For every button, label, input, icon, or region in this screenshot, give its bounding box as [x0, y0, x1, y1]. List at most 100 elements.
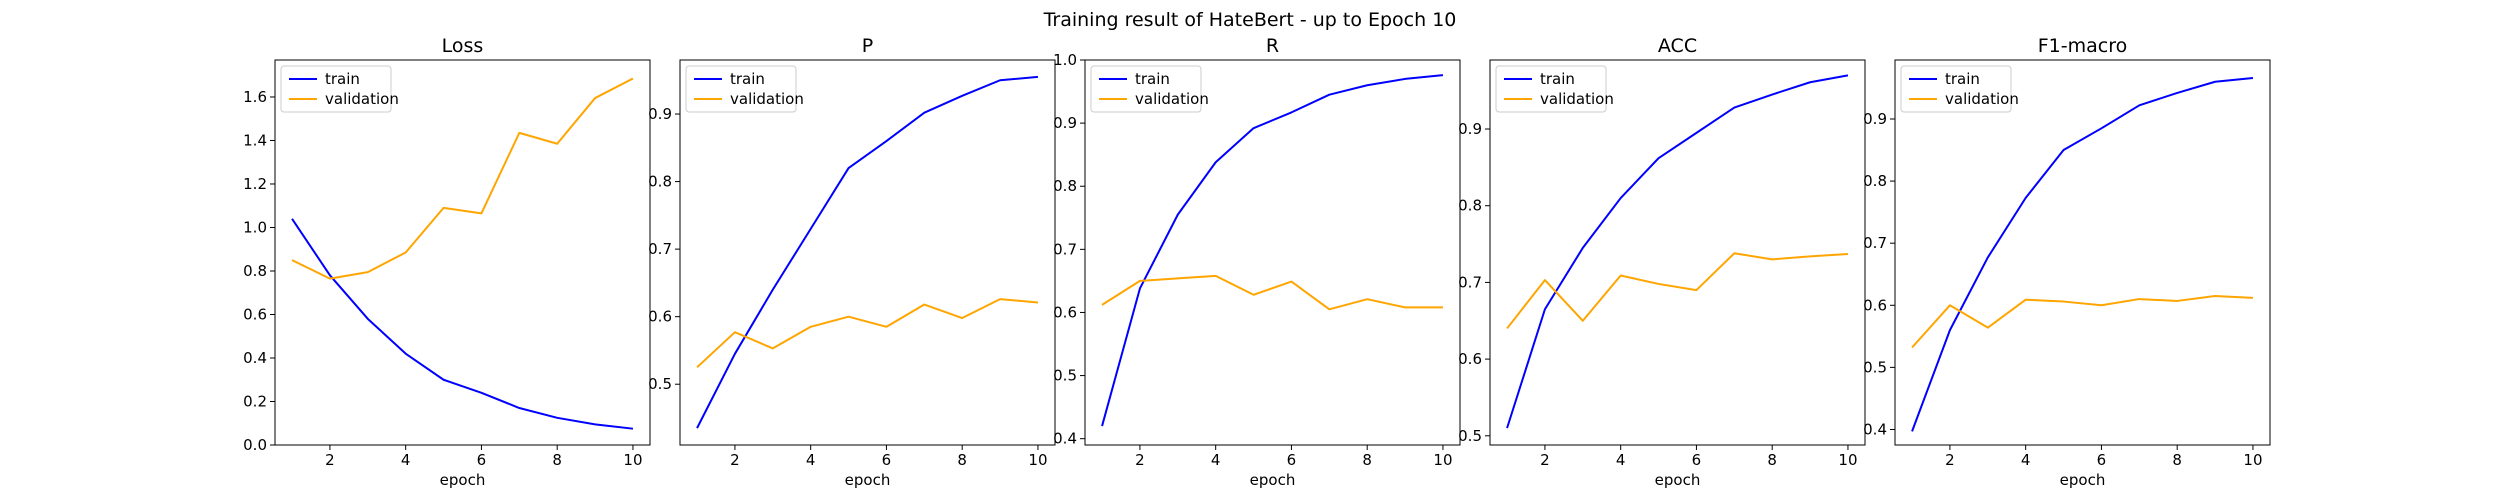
x-tick-label: 8: [1767, 451, 1777, 469]
x-tick-label: 8: [1362, 451, 1372, 469]
x-tick-label: 4: [2021, 451, 2031, 469]
x-tick-label: 10: [1838, 451, 1857, 469]
y-tick-label: 0.7: [1053, 240, 1077, 258]
series-line-validation: [1101, 274, 1443, 311]
series-line-validation: [291, 77, 634, 280]
subplot-2: P 2 4 6 8 10 epoch 0.5 0.6 0.7 0.8 0.9 train validati…: [648, 35, 1056, 489]
subplot-4: ACC 2 4 6 8 10 epoch 0.5 0.6 0.7 0.8 0.9 train valida…: [1458, 35, 1866, 489]
legend-label-validation: validation: [1135, 90, 1209, 108]
y-tick-label: 1.6: [243, 88, 267, 106]
series-line-train: [696, 75, 1039, 429]
legend: train validation: [1090, 65, 1209, 113]
y-tick-label: 0.2: [243, 392, 267, 410]
subplot-title: R: [1266, 35, 1279, 57]
y-tick-label: 0.8: [1458, 197, 1482, 215]
subplot-3: R 2 4 6 8 10 epoch 0.4 0.5 0.6 0.7 0.8 0.9 1.0 train va…: [1053, 35, 1461, 489]
y-tick-label: 0.8: [1863, 172, 1887, 190]
x-tick-label: 4: [806, 451, 816, 469]
legend: train validation: [1900, 65, 2019, 113]
x-tick-label: 2: [325, 451, 335, 469]
subplot-title: ACC: [1658, 35, 1697, 57]
legend-label-train: train: [325, 70, 360, 88]
legend: train validation: [280, 65, 399, 113]
y-tick-label: 1.2: [243, 175, 267, 193]
legend-box: [280, 65, 392, 113]
y-tick-label: 0.5: [1863, 358, 1887, 376]
x-tick-label: 10: [1433, 451, 1452, 469]
legend-label-train: train: [1945, 70, 1980, 88]
subplot-title: F1-macro: [2038, 35, 2128, 57]
y-tick-label: 0.0: [243, 436, 267, 454]
y-tick-label: 0.8: [243, 262, 267, 280]
legend-label-train: train: [730, 70, 765, 88]
y-tick-label: 0.9: [648, 105, 672, 123]
x-tick-label: 6: [1287, 451, 1297, 469]
legend-label-train: train: [1135, 70, 1170, 88]
series-line-validation: [1911, 294, 2253, 349]
legend-label-train: train: [1540, 70, 1575, 88]
x-tick-label: 8: [957, 451, 967, 469]
y-tick-label: 0.5: [1053, 367, 1077, 385]
series-line-validation: [1506, 252, 1849, 330]
x-tick-label: 2: [1135, 451, 1145, 469]
legend-label-validation: validation: [1945, 90, 2019, 108]
series-line-train: [1506, 74, 1849, 429]
plot-frame: [1894, 59, 2271, 446]
legend-label-validation: validation: [325, 90, 399, 108]
x-tick-label: 10: [2243, 451, 2262, 469]
x-tick-label: 6: [477, 451, 487, 469]
y-tick-label: 0.6: [1863, 296, 1887, 314]
x-axis-label: epoch: [2060, 471, 2106, 489]
x-tick-label: 8: [2172, 451, 2182, 469]
y-tick-label: 0.9: [1458, 120, 1482, 138]
legend-box: [1900, 65, 2012, 113]
y-tick-label: 0.9: [1863, 110, 1887, 128]
figure-suptitle: Training result of HateBert - up to Epoc…: [1043, 9, 1457, 31]
y-tick-label: 0.6: [243, 305, 267, 323]
series-line-train: [1911, 77, 2254, 432]
y-tick-label: 0.5: [648, 375, 672, 393]
y-tick-label: 1.0: [1053, 51, 1077, 69]
subplot-title: P: [862, 35, 873, 57]
x-tick-label: 4: [401, 451, 411, 469]
legend-label-validation: validation: [730, 90, 804, 108]
y-tick-label: 1.4: [243, 131, 267, 149]
y-tick-label: 0.6: [648, 308, 672, 326]
plot-frame: [1489, 59, 1866, 446]
x-tick-label: 6: [882, 451, 892, 469]
x-tick-label: 4: [1616, 451, 1626, 469]
subplot-1: Loss 2 4 6 8 10 epoch 0.0 0.2 0.4 0.6 0.8 1.0 1.2 1.4 1…: [243, 35, 651, 489]
legend-box: [1090, 65, 1202, 113]
y-tick-label: 0.7: [1458, 273, 1482, 291]
y-tick-label: 0.8: [1053, 177, 1077, 195]
series-line-train: [1101, 74, 1444, 427]
y-tick-label: 0.7: [1863, 234, 1887, 252]
x-tick-label: 6: [2097, 451, 2107, 469]
y-tick-label: 0.9: [1053, 114, 1077, 132]
legend: train validation: [1495, 65, 1614, 113]
x-tick-label: 6: [1692, 451, 1702, 469]
y-tick-label: 0.5: [1458, 427, 1482, 445]
x-tick-label: 2: [1945, 451, 1955, 469]
y-tick-label: 1.0: [243, 218, 267, 236]
y-tick-label: 0.4: [1053, 430, 1077, 448]
x-axis-label: epoch: [1250, 471, 1296, 489]
x-tick-label: 4: [1211, 451, 1221, 469]
subplot-5: F1-macro 2 4 6 8 10 epoch 0.4 0.5 0.6 0.7 0.8 0.9 tra…: [1863, 35, 2271, 489]
x-tick-label: 2: [1540, 451, 1550, 469]
subplot-title: Loss: [442, 35, 484, 57]
plot-frame: [679, 59, 1056, 446]
legend: train validation: [685, 65, 804, 113]
x-axis-label: epoch: [845, 471, 891, 489]
y-tick-label: 0.4: [1863, 420, 1887, 438]
y-tick-label: 0.7: [648, 240, 672, 258]
x-tick-label: 8: [552, 451, 562, 469]
x-tick-label: 2: [730, 451, 740, 469]
x-axis-label: epoch: [1655, 471, 1701, 489]
y-tick-label: 0.6: [1458, 350, 1482, 368]
legend-label-validation: validation: [1540, 90, 1614, 108]
series-line-validation: [696, 298, 1039, 369]
series-line-train: [291, 218, 634, 430]
x-axis-label: epoch: [440, 471, 486, 489]
